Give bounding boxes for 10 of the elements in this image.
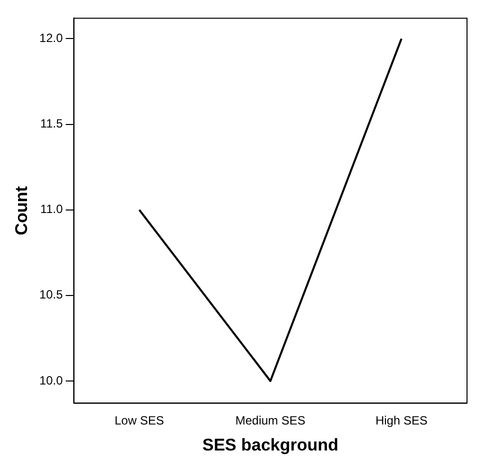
x-tick-label: Low SES bbox=[114, 414, 164, 428]
y-tick-label: 12.0 bbox=[39, 31, 64, 46]
y-tick-label: 11.5 bbox=[40, 116, 64, 131]
x-axis-title: SES background bbox=[202, 435, 338, 454]
y-tick-label: 10.5 bbox=[39, 288, 64, 302]
x-tick-label: Medium SES bbox=[235, 414, 306, 428]
x-tick-label: High SES bbox=[375, 414, 428, 428]
y-tick-label: 10.0 bbox=[39, 373, 64, 388]
y-axis-title: Count bbox=[12, 186, 31, 236]
y-tick-label: 11.0 bbox=[40, 202, 64, 216]
